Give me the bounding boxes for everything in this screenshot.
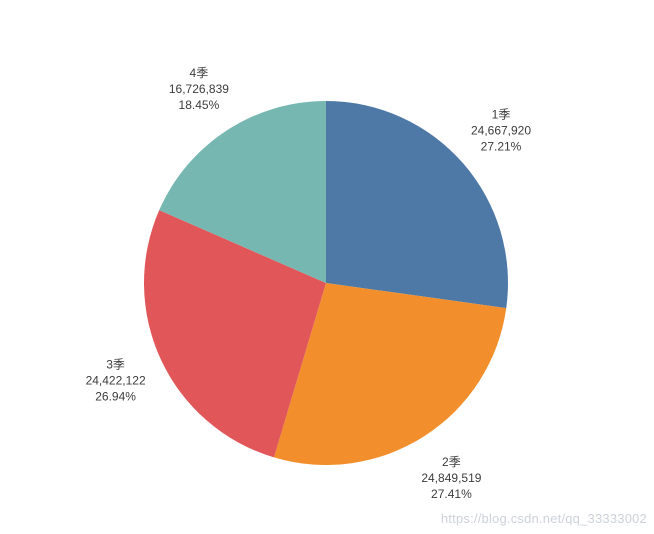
slice-label-4: 4季 16,726,839 18.45% [169,66,229,112]
pie-slice-2 [273,283,507,465]
slice-label-3: 3季 24,422,122 26.94% [86,358,146,404]
slice-label-1: 1季 24,667,920 27.21% [471,108,531,154]
watermark-url: https://blog.csdn.net/qq_33333002 [440,511,647,526]
pie-slice-1 [326,101,508,309]
slice-label-2: 2季 24,849,519 27.41% [421,455,481,501]
pie-slice-3 [143,210,326,458]
pie-slice-4 [159,101,326,283]
